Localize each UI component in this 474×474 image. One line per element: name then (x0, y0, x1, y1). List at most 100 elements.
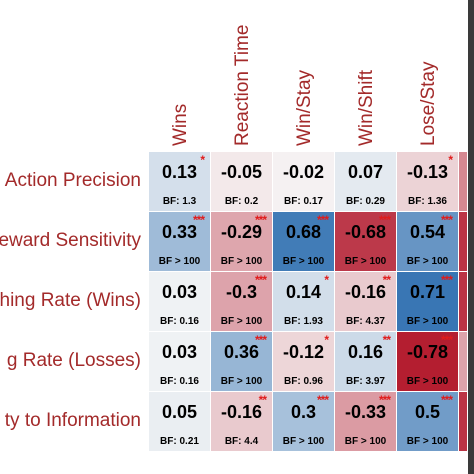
bayes-factor-label: BF > 100 (158, 256, 201, 267)
bayes-factor-label: BF > 100 (344, 436, 387, 447)
heatmap-cell-partial (459, 392, 468, 452)
bayes-factor-label: BF > 100 (282, 256, 325, 267)
heatmap-cell: 0.33 BF > 100 *** (149, 212, 211, 272)
bayes-factor-label: BF > 100 (406, 376, 449, 387)
heatmap-cell: -0.68 BF > 100 *** (335, 212, 397, 272)
heatmap-cell: 0.16 BF: 3.97 ** (335, 332, 397, 392)
significance-stars: *** (378, 213, 391, 227)
heatmap-cell: -0.3 BF > 100 *** (211, 272, 273, 332)
significance-stars: ** (258, 393, 267, 407)
heatmap-cell: -0.78 BF > 100 *** (397, 332, 459, 392)
heatmap-cell: 0.68 BF > 100 *** (273, 212, 335, 272)
heatmap-cell: 0.14 BF: 1.93 * (273, 272, 335, 332)
significance-stars: *** (254, 213, 267, 227)
significance-stars: *** (440, 273, 453, 287)
heatmap-cell: 0.3 BF > 100 *** (273, 392, 335, 452)
cell-value: -0.16 (344, 282, 387, 302)
heatmap-cell: -0.05 BF: 0.2 (211, 152, 273, 212)
bayes-factor-label: BF > 100 (220, 376, 263, 387)
column-label: Reaction Time (232, 24, 253, 146)
cell-value: 0.13 (161, 162, 198, 182)
cell-value: -0.16 (220, 402, 263, 422)
bayes-factor-label: BF: 0.96 (284, 376, 323, 387)
cell-value: -0.3 (225, 282, 258, 302)
cell-value: 0.5 (414, 402, 441, 422)
cell-value: -0.29 (220, 222, 263, 242)
row-label: eward Sensitivity (0, 230, 141, 251)
cell-value: 0.36 (223, 342, 260, 362)
heatmap-cell: 0.03 BF: 0.16 (149, 332, 211, 392)
column-label: Win/Stay (294, 69, 315, 146)
heatmap-cell: 0.54 BF > 100 *** (397, 212, 459, 272)
cell-value: -0.33 (344, 402, 387, 422)
column-label: Wins (170, 103, 191, 146)
heatmap-cell: 0.03 BF: 0.16 (149, 272, 211, 332)
heatmap-cell: 0.71 BF > 100 *** (397, 272, 459, 332)
heatmap-cell: 0.5 BF > 100 *** (397, 392, 459, 452)
significance-stars: ** (382, 273, 391, 287)
significance-stars: *** (440, 333, 453, 347)
significance-stars: * (200, 153, 205, 167)
bayes-factor-label: BF: 4.4 (224, 436, 259, 447)
cell-value: 0.54 (409, 222, 446, 242)
significance-stars: ** (382, 333, 391, 347)
bayes-factor-label: BF > 100 (220, 316, 263, 327)
frame-edge (468, 0, 474, 474)
heatmap-cell-partial (459, 152, 468, 212)
heatmap-cell: 0.36 BF > 100 *** (211, 332, 273, 392)
bayes-factor-label: BF: 4.37 (346, 316, 385, 327)
bayes-factor-label: BF: 0.17 (284, 196, 323, 207)
bayes-factor-label: BF > 100 (344, 256, 387, 267)
row-label: hing Rate (Wins) (0, 290, 141, 311)
cell-value: -0.78 (406, 342, 449, 362)
cell-value: 0.03 (161, 342, 198, 362)
cell-value: -0.68 (344, 222, 387, 242)
bayes-factor-label: BF: 0.29 (346, 196, 385, 207)
significance-stars: *** (316, 393, 329, 407)
row-label: g Rate (Losses) (6, 350, 141, 371)
cell-value: 0.14 (285, 282, 322, 302)
significance-stars: * (324, 333, 329, 347)
row-label: ty to Information (4, 410, 141, 431)
heatmap-cell: -0.33 BF > 100 *** (335, 392, 397, 452)
heatmap-cell: -0.02 BF: 0.17 (273, 152, 335, 212)
bayes-factor-label: BF > 100 (406, 316, 449, 327)
bayes-factor-label: BF: 0.2 (224, 196, 259, 207)
heatmap-cell: 0.07 BF: 0.29 (335, 152, 397, 212)
cell-value: -0.05 (220, 162, 263, 182)
bayes-factor-label: BF > 100 (406, 436, 449, 447)
cell-value: -0.13 (406, 162, 449, 182)
cell-value: 0.3 (290, 402, 317, 422)
cell-value: 0.03 (161, 282, 198, 302)
bayes-factor-label: BF: 0.21 (160, 436, 199, 447)
bayes-factor-label: BF: 0.16 (160, 376, 199, 387)
row-label: Action Precision (4, 170, 141, 191)
bayes-factor-label: BF > 100 (406, 256, 449, 267)
heatmap-cell-partial (459, 332, 468, 392)
bayes-factor-label: BF: 1.36 (408, 196, 447, 207)
significance-stars: *** (254, 333, 267, 347)
bayes-factor-label: BF: 3.97 (346, 376, 385, 387)
significance-stars: *** (440, 393, 453, 407)
heatmap-cell: -0.16 BF: 4.37 ** (335, 272, 397, 332)
cell-value: 0.33 (161, 222, 198, 242)
significance-stars: * (448, 153, 453, 167)
bayes-factor-label: BF > 100 (282, 436, 325, 447)
cell-value: 0.16 (347, 342, 384, 362)
significance-stars: *** (378, 393, 391, 407)
bayes-factor-label: BF: 0.16 (160, 316, 199, 327)
cell-value: 0.71 (409, 282, 446, 302)
cell-value: 0.68 (285, 222, 322, 242)
significance-stars: * (324, 273, 329, 287)
column-label: Win/Shift (356, 69, 377, 146)
cell-value: 0.07 (347, 162, 384, 182)
significance-stars: *** (254, 273, 267, 287)
heatmap-cell: -0.16 BF: 4.4 ** (211, 392, 273, 452)
heatmap-cell: 0.13 BF: 1.3 * (149, 152, 211, 212)
significance-stars: *** (440, 213, 453, 227)
significance-stars: *** (192, 213, 205, 227)
significance-stars: *** (316, 213, 329, 227)
heatmap-cell: -0.12 BF: 0.96 * (273, 332, 335, 392)
bayes-factor-label: BF: 1.3 (162, 196, 197, 207)
